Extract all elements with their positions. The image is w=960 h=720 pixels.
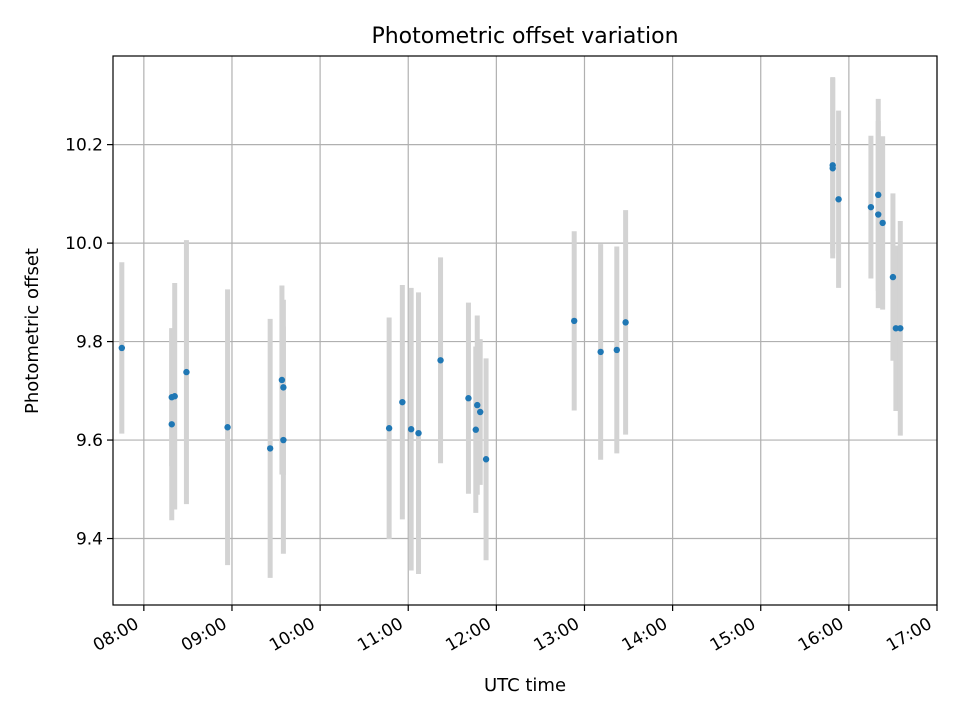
data-point — [399, 398, 406, 406]
data-points — [118, 162, 904, 463]
data-point — [415, 429, 422, 437]
data-point — [875, 211, 882, 218]
data-point — [892, 325, 900, 332]
data-point — [168, 421, 175, 428]
y-tick-label: 9.8 — [76, 333, 103, 353]
data-point — [280, 436, 287, 444]
data-point — [278, 376, 286, 384]
data-point — [613, 346, 621, 354]
y-tick-label: 9.6 — [76, 431, 103, 451]
data-point — [879, 219, 886, 227]
x-axis-label: UTC time — [484, 675, 566, 696]
data-point — [835, 196, 842, 203]
data-point — [867, 203, 875, 211]
data-point — [829, 165, 836, 172]
data-point — [171, 393, 178, 400]
data-point — [437, 357, 444, 364]
y-tick-label: 10.0 — [65, 234, 103, 254]
data-point — [407, 426, 415, 433]
data-point — [482, 456, 490, 463]
y-tick-label: 10.2 — [65, 136, 103, 156]
data-point — [472, 426, 479, 433]
data-point — [571, 317, 578, 325]
data-point — [266, 445, 274, 452]
chart-title: Photometric offset variation — [371, 24, 678, 49]
data-point — [280, 384, 287, 391]
data-point — [118, 344, 126, 352]
data-point — [597, 348, 604, 356]
data-point — [622, 319, 629, 326]
data-point — [465, 395, 472, 402]
plot-frame — [112, 55, 938, 606]
y-tick-label: 9.4 — [76, 530, 103, 550]
data-point — [385, 425, 393, 432]
data-point — [477, 408, 484, 416]
data-point — [474, 401, 481, 409]
data-point — [897, 325, 904, 332]
y-axis-label: Photometric offset — [22, 248, 43, 414]
data-point — [183, 368, 190, 376]
data-point — [224, 424, 231, 431]
data-point — [889, 273, 897, 281]
data-point — [875, 191, 882, 199]
